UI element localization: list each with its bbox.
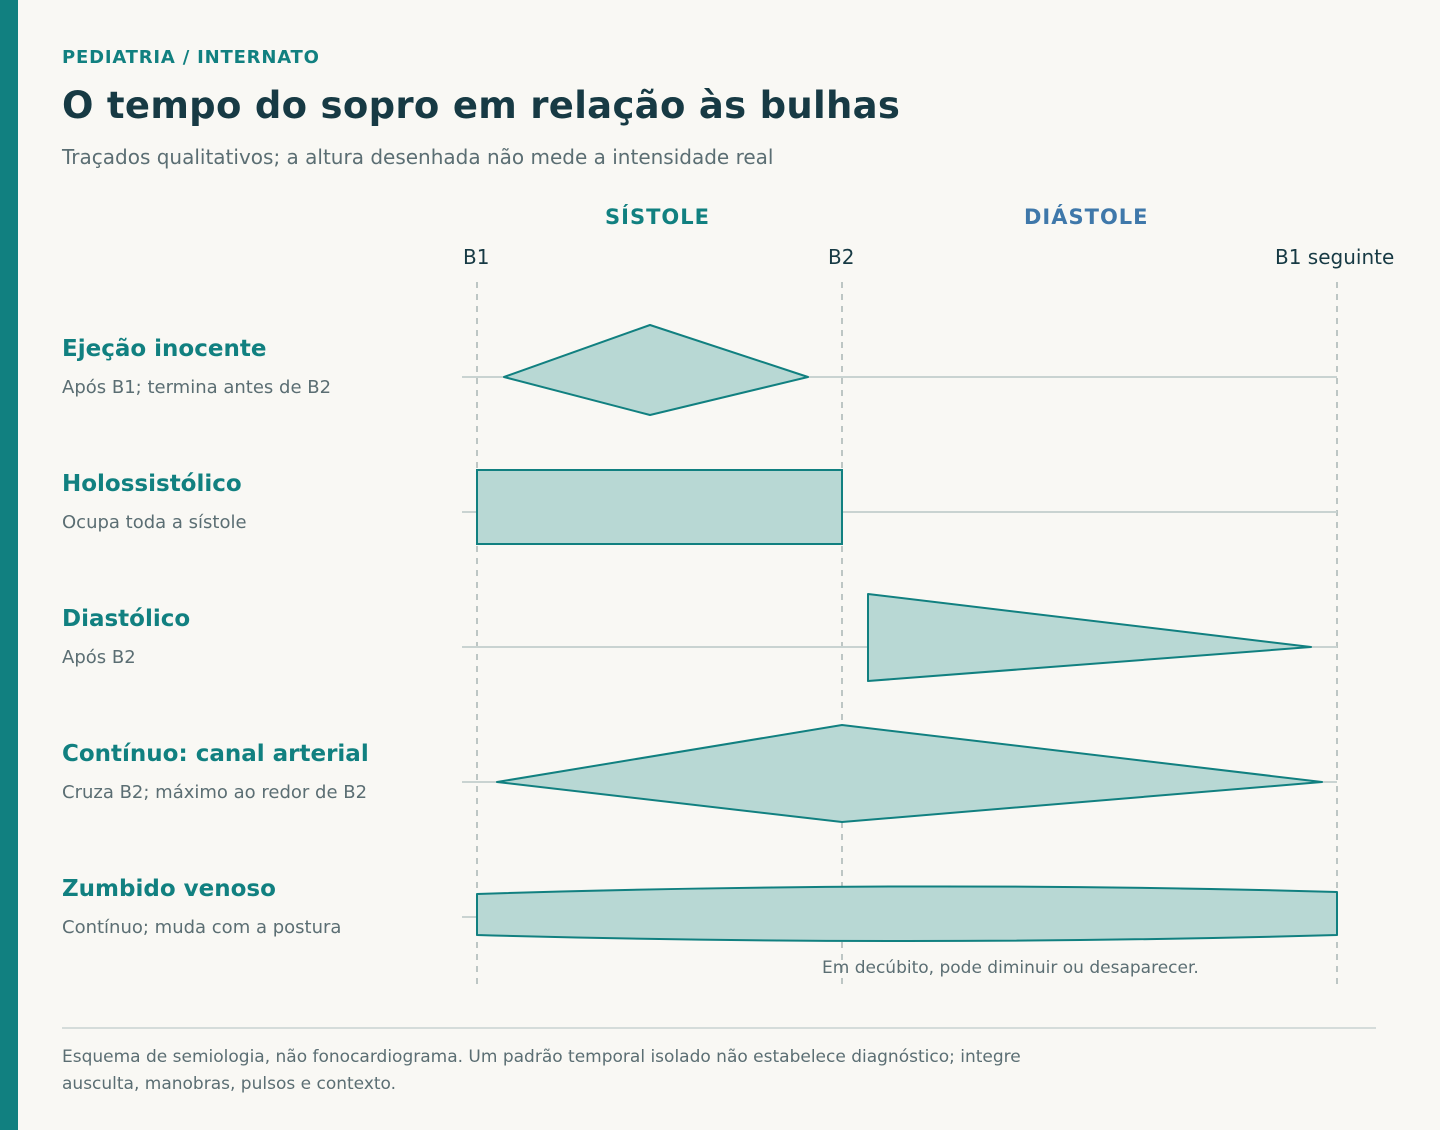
row-note-ejection: Após B1; termina antes de B2 — [62, 377, 332, 398]
row-note-holosystolic: Ocupa toda a sístole — [62, 512, 247, 533]
row-title-continuous: Contínuo: canal arterial — [62, 741, 369, 767]
row-title-ejection: Ejeção inocente — [62, 336, 267, 362]
shape-ejection-diamond — [503, 324, 809, 416]
accent-bar — [0, 0, 18, 1130]
row-title-diastolic: Diastólico — [62, 606, 191, 632]
venous-hum-footnote: Em decúbito, pode diminuir ou desaparece… — [822, 958, 1199, 978]
shape-holosystolic-plateau — [476, 469, 843, 545]
marker-b2: B2 — [828, 245, 855, 269]
row-note-venous-hum: Contínuo; muda com a postura — [62, 917, 342, 938]
marker-b1: B1 — [463, 245, 490, 269]
disclaimer-text: Esquema de semiologia, não fonocardiogra… — [62, 1047, 1021, 1094]
shape-venous-hum-band — [476, 885, 1338, 942]
page-title: O tempo do sopro em relação às bulhas — [62, 84, 901, 127]
page-subtitle: Traçados qualitativos; a altura desenhad… — [62, 145, 774, 169]
row-title-venous-hum: Zumbido venoso — [62, 876, 276, 902]
row-title-holosystolic: Holossistólico — [62, 471, 242, 497]
eyebrow: PEDIATRIA / INTERNATO — [62, 47, 320, 68]
row-note-continuous: Cruza B2; máximo ao redor de B2 — [62, 782, 368, 803]
footer-divider — [62, 1027, 1376, 1029]
marker-b1-next: B1 seguinte — [1275, 245, 1395, 269]
phase-label-systole: SÍSTOLE — [605, 205, 710, 229]
phase-label-diastole: DIÁSTOLE — [1024, 205, 1149, 229]
shape-continuous-ductus — [496, 724, 1323, 823]
row-note-diastolic: Após B2 — [62, 647, 136, 668]
shape-diastolic-decrescendo — [867, 593, 1312, 682]
